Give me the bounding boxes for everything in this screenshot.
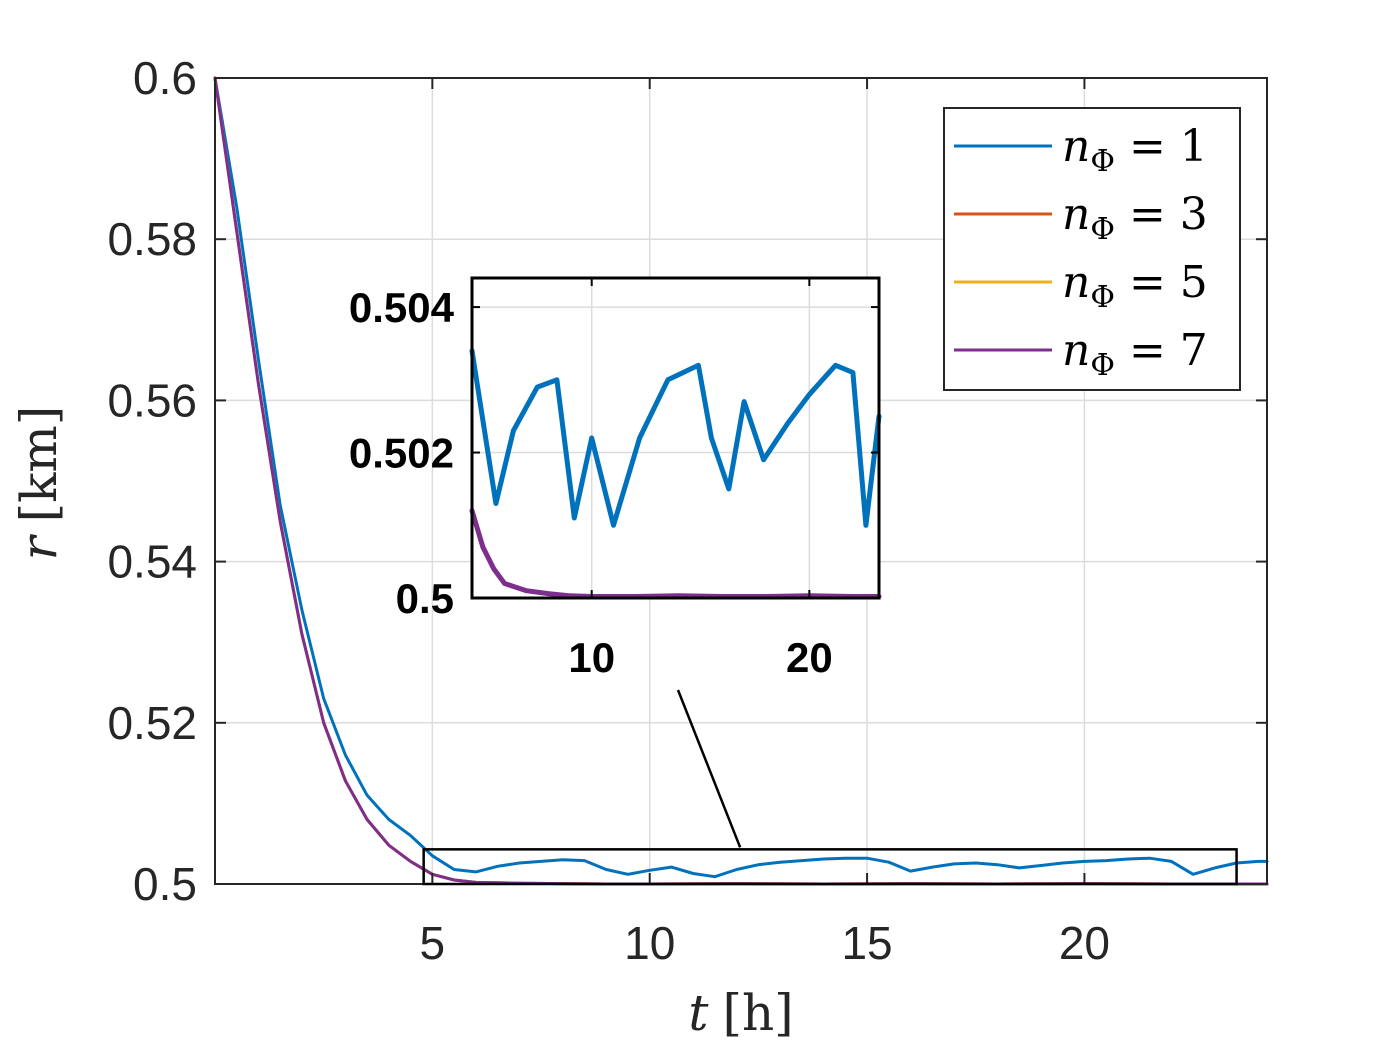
inset-frame bbox=[470, 276, 881, 600]
zoom-connector-line bbox=[676, 689, 742, 848]
x-axis-label: t [h] bbox=[688, 984, 793, 1042]
y-axis-label-var: r bbox=[10, 533, 68, 560]
y-tick-label: 0.58 bbox=[107, 213, 197, 265]
legend-label-4: nΦ = 7 bbox=[1062, 325, 1208, 383]
y-tick-label: 0.5 bbox=[133, 858, 197, 910]
inset-tick-labels: 10 20 0.5 0.502 0.504 bbox=[349, 284, 833, 681]
x-tick-label: 15 bbox=[841, 917, 892, 969]
legend: nΦ = 1 nΦ = 3 nΦ = 5 nΦ = 7 bbox=[943, 107, 1241, 391]
inset-x-tick-label: 20 bbox=[786, 634, 833, 681]
zoom-region-box bbox=[422, 848, 1238, 886]
main-ticks bbox=[215, 77, 1267, 885]
legend-label-2: nΦ = 3 bbox=[1062, 189, 1208, 247]
inset-y-tick-label: 0.5 bbox=[396, 575, 454, 622]
x-axis-label-var: t bbox=[688, 984, 709, 1042]
inset-series-line-1 bbox=[469, 348, 882, 528]
x-tick-label: 5 bbox=[420, 917, 446, 969]
y-tick-label: 0.6 bbox=[133, 52, 197, 104]
y-tick-label: 0.52 bbox=[107, 697, 197, 749]
y-tick-label: 0.56 bbox=[107, 374, 197, 426]
legend-label-1: nΦ = 1 bbox=[1062, 121, 1208, 179]
y-axis-label-unit: [km] bbox=[10, 406, 68, 523]
y-tick-label: 0.54 bbox=[107, 536, 197, 588]
inset-y-tick-label: 0.504 bbox=[349, 284, 455, 331]
x-axis-label-unit: [h] bbox=[722, 984, 793, 1042]
main-tick-labels: 5 10 15 20 0.5 0.52 0.54 0.56 0.58 0.6 bbox=[107, 52, 1110, 969]
series-line-1 bbox=[213, 76, 1269, 879]
legend-box bbox=[943, 107, 1241, 391]
legend-entries: nΦ = 1 nΦ = 3 nΦ = 5 nΦ = 7 bbox=[954, 121, 1208, 383]
inset-y-tick-label: 0.502 bbox=[349, 430, 454, 477]
x-tick-label: 10 bbox=[624, 917, 675, 969]
inset-axes: 10 20 0.5 0.502 0.504 bbox=[349, 276, 882, 681]
inset-plot-area bbox=[472, 278, 879, 598]
inset-x-tick-label: 10 bbox=[568, 634, 615, 681]
y-axis-label: r [km] bbox=[10, 406, 68, 561]
inset-ticks bbox=[472, 278, 879, 599]
x-tick-label: 20 bbox=[1059, 917, 1110, 969]
legend-label-3: nΦ = 5 bbox=[1062, 257, 1208, 315]
